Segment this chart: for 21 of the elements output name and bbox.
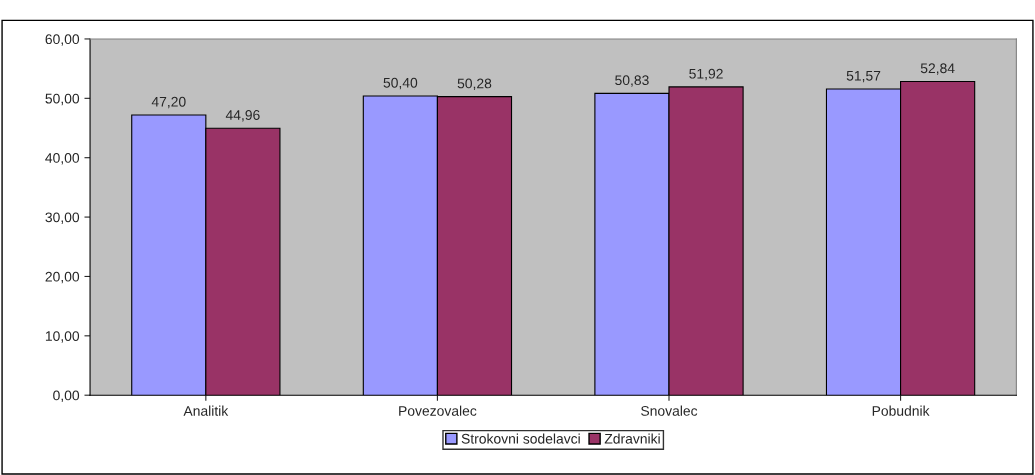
y-tick-label: 10,00 [45, 331, 80, 343]
y-tick-label: 20,00 [45, 271, 80, 284]
data-label: 44,96 [225, 110, 260, 122]
data-label: 50,28 [457, 78, 492, 90]
y-tick-label: 30,00 [45, 212, 80, 224]
x-tick-label: Povezovalec [399, 405, 477, 416]
data-label: 51,57 [846, 71, 881, 83]
y-tick-label: 50,00 [45, 93, 80, 106]
legend-label: Strokovni sodelavci [461, 433, 580, 444]
y-tick-label: 40,00 [45, 153, 80, 165]
x-tick-label: Pobudnik [872, 405, 930, 416]
data-label: 51,92 [689, 68, 723, 81]
x-tick-label: Snovalec [641, 405, 698, 416]
y-tick-label: 60,00 [45, 34, 80, 46]
x-tick-label: Analitik [183, 405, 229, 416]
data-label: 50,83 [615, 75, 649, 87]
data-label: 50,40 [383, 77, 418, 90]
y-tick-label: 0,00 [53, 390, 80, 403]
data-label: 52,84 [920, 63, 955, 75]
legend-label: Zdravniki [604, 433, 660, 444]
data-label: 47,20 [151, 96, 186, 109]
